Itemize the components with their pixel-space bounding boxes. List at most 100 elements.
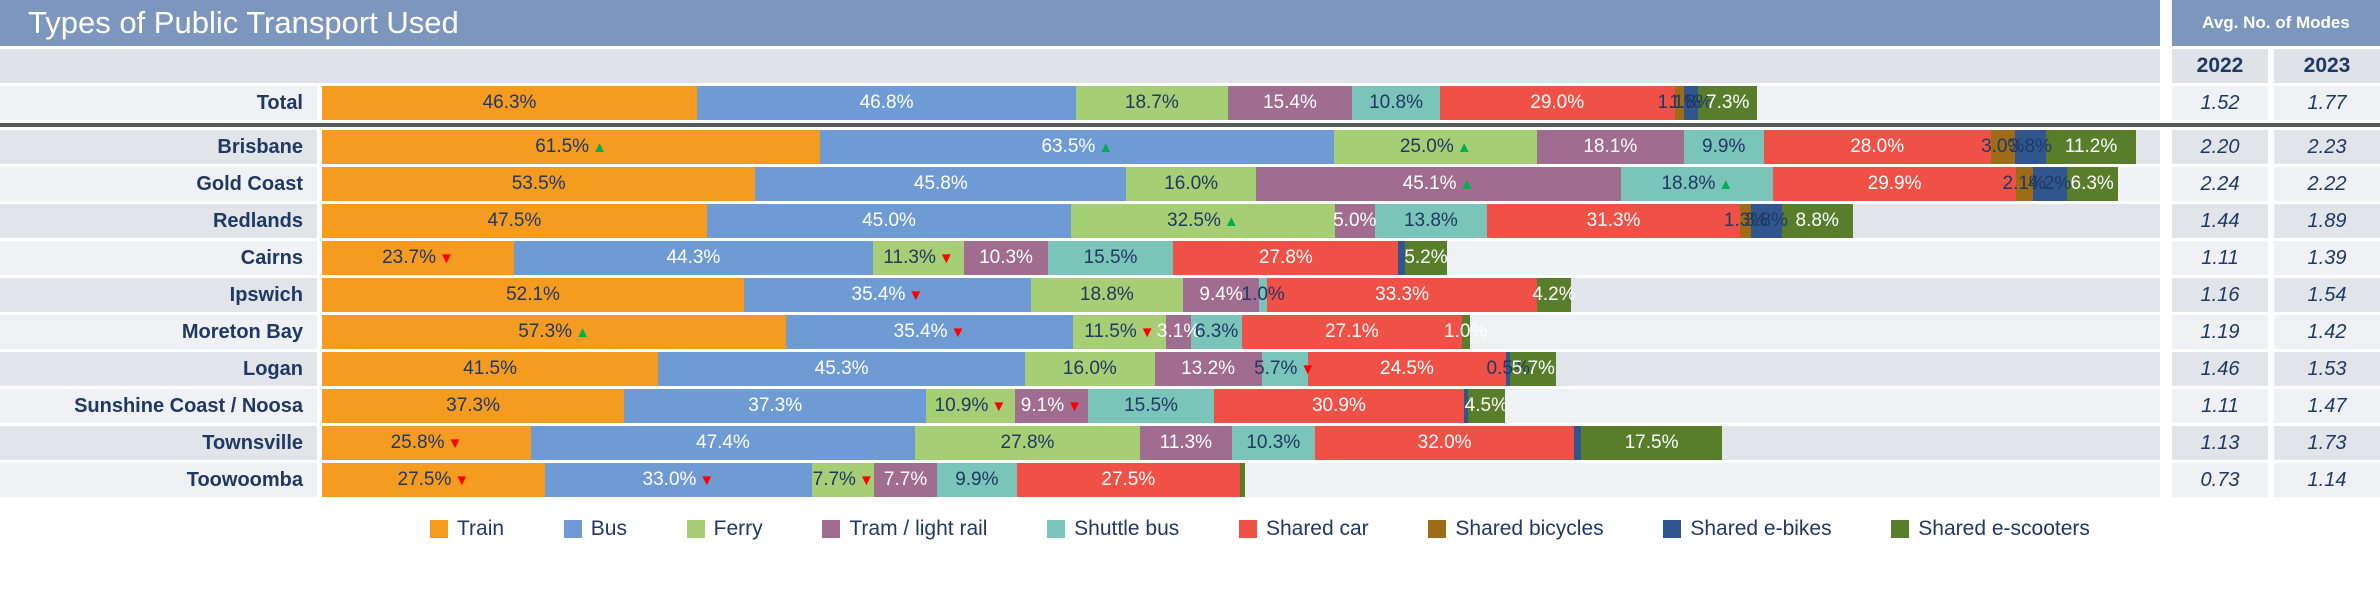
avg-modes-2023: 1.14 [2274,463,2380,497]
segment-value-label: 33.0% ▼ [642,469,715,490]
region-label: Moreton Bay [0,315,317,349]
bar-segment-ferry: 32.5% ▲ [1071,204,1335,238]
legend-label: Ferry [713,517,763,540]
up-arrow-icon: ▲ [575,323,590,341]
avg-modes-2022: 0.73 [2172,463,2268,497]
stacked-bar: 47.5% 45.0% 32.5% ▲ 5.0% 13.8% 31.3% 1.3% 3.8% 8.… [322,204,2160,238]
bar-segment-shared-e-bikes [1574,426,1581,460]
segment-value-label: 44.3% [666,247,721,268]
bar-segment-shared-e-scooters: 8.8% [1781,204,1853,238]
divider [2160,167,2172,201]
divider [317,167,322,201]
region-label: Total [0,86,317,120]
bar-segment-tram-light-rail: 10.3% [964,241,1048,275]
divider [317,241,322,275]
segment-value-label: 10.9% ▼ [934,395,1007,416]
years-row: 2022 2023 [0,49,2380,83]
segment-value-label: 37.3% [446,395,500,416]
bar-segment-train: 57.3% ▲ [322,315,787,349]
stacked-bar: 25.8% ▼ 47.4% 27.8% 11.3% 10.3% 32.0% 17.5% [322,426,2160,460]
legend-item-tram-light-rail: Tram / light rail [822,517,987,541]
bar-segment-shared-e-scooters: 5.2% [1404,241,1448,275]
segment-value-label: 5.7% [1511,358,1555,379]
legend-item-shared-e-scooters: Shared e-scooters [1891,517,2090,541]
segment-value-label: 9.4% [1199,284,1243,305]
divider [317,389,322,423]
segment-value-label: 16.0% [1062,358,1117,379]
divider [317,204,322,238]
divider [2268,86,2274,120]
segment-value-label: 29.9% [1867,173,1922,194]
avg-modes-2022: 1.46 [2172,352,2268,386]
divider [2160,241,2172,275]
bar-segment-shared-car: 27.8% [1173,241,1399,275]
region-label: Gold Coast [0,167,317,201]
up-arrow-icon: ▲ [1459,175,1475,193]
bar-segment-tram-light-rail: 18.1% [1536,130,1684,164]
up-arrow-icon: ▲ [1456,138,1472,156]
segment-value-label: 7.7% ▼ [812,469,874,490]
segment-value-label: 31.3% [1586,210,1641,231]
bar-segment-bus: 35.4% ▼ [744,278,1031,312]
segment-value-label: 7.7% [883,469,928,490]
segment-value-label: 28.0% [1850,136,1905,157]
down-arrow-icon: ▼ [447,434,463,452]
region-label: Townsville [0,426,317,460]
legend-label: Train [457,517,505,540]
segment-value-label: 3.0% [1981,136,2025,157]
segment-value-label: 11.3% [1159,432,1213,453]
up-arrow-icon: ▲ [1223,212,1239,230]
segment-value-label: 25.8% ▼ [390,432,463,453]
segment-value-label: 6.3% [2070,173,2114,194]
bar-segment-ferry: 16.0% [1126,167,1256,201]
avg-modes-2023: 1.77 [2274,86,2380,120]
segment-value-label: 2.1% [2002,173,2046,194]
stacked-bar: 61.5% ▲ 63.5% ▲ 25.0% ▲ 18.1% 9.9% 28.0% 3.0% 3.8%… [322,130,2160,164]
legend-label: Bus [590,517,627,540]
avg-modes-2022: 2.20 [2172,130,2268,164]
legend-item-shared-bicycles: Shared bicycles [1428,517,1604,541]
legend-label: Shuttle bus [1074,517,1180,540]
segment-value-label: 30.9% [1311,395,1366,416]
segment-value-label: 3.8% [1744,210,1788,231]
segment-value-label: 18.8% [1079,284,1134,305]
segment-value-label: 1.0% [1241,284,1285,305]
bar-segment-shuttle-bus: 9.9% [1683,130,1764,164]
segment-value-label: 15.5% [1124,395,1178,416]
table-row-toowoomba: Toowoomba 27.5% ▼ 33.0% ▼ 7.7% ▼ 7.7% 9.9% 27.5% 0… [0,463,2380,497]
legend-swatch-icon [686,520,705,538]
down-arrow-icon: ▼ [1300,360,1316,378]
bar-segment-bus: 47.4% [530,426,915,460]
segment-value-label: 45.3% [814,358,869,379]
segment-value-label: 13.8% [1403,210,1458,231]
legend-item-ferry: Ferry [686,517,763,541]
table-row-moreton-bay: Moreton Bay 57.3% ▲ 35.4% ▼ 11.5% ▼ 3.1% 6.3% 27.… [0,315,2380,349]
segment-value-label: 1.0% [1444,321,1488,342]
divider [2160,278,2172,312]
divider [317,463,322,497]
divider [2268,389,2274,423]
table-row-gold-coast: Gold Coast 53.5% 45.8% 16.0% 45.1% ▲ 18.8% ▲ 29.… [0,167,2380,201]
divider [2268,204,2274,238]
year-2022-header: 2022 [2172,49,2268,83]
segment-value-label: 4.5% [1464,395,1508,416]
bar-segment-shared-e-bikes: 1.8% [1669,86,1713,120]
bar-segment-shared-e-scooters: 17.5% [1580,426,1723,460]
bar-segment-ferry: 25.0% ▲ [1334,130,1537,164]
bar-segment-train: 46.3% [322,86,698,120]
bar-segment-tram-light-rail: 45.1% ▲ [1255,167,1622,201]
segment-value-label: 25.0% ▲ [1399,136,1472,157]
segment-value-label: 32.0% [1417,432,1472,453]
avg-modes-2023: 1.53 [2274,352,2380,386]
segment-value-label: 5.2% [1404,247,1448,268]
stacked-bar: 52.1% 35.4% ▼ 18.8% 9.4% 1.0% 33.3% 4.2% [322,278,2160,312]
bar-segment-shared-bicycles: 3.0% [1981,130,2024,164]
divider [2160,352,2172,386]
bar-segment-tram-light-rail: 3.1% [1157,315,1200,349]
segment-value-label: 27.8% [1000,432,1055,453]
divider [2160,86,2172,120]
segment-value-label: 63.5% ▲ [1041,136,1114,157]
segment-value-label: 5.0% [1333,210,1377,231]
bar-segment-train: 41.5% [322,352,659,386]
divider [2160,463,2172,497]
